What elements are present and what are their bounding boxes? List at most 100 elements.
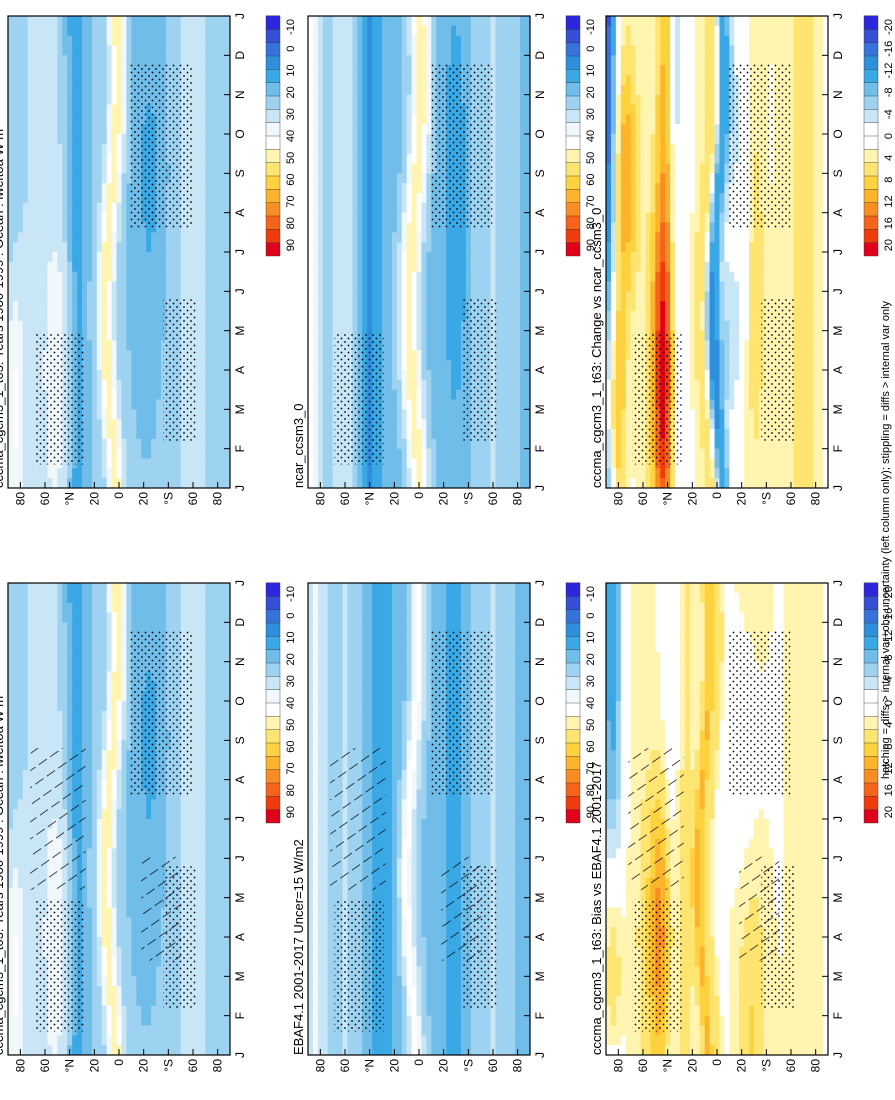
heat-cell xyxy=(431,887,437,898)
colorbar-swatch xyxy=(565,675,581,690)
heat-cell xyxy=(505,680,511,692)
stipple-region xyxy=(130,630,193,796)
heat-cell xyxy=(441,1005,447,1016)
heat-cell xyxy=(337,661,344,672)
heat-cell xyxy=(215,828,221,839)
heat-cell xyxy=(386,611,393,623)
heat-cell xyxy=(146,602,152,613)
heat-cell xyxy=(485,818,492,829)
heat-cell xyxy=(225,651,231,662)
heat-cell xyxy=(372,710,378,721)
heat-cell xyxy=(401,661,408,672)
heat-cell xyxy=(82,670,88,682)
heat-cell xyxy=(121,798,127,810)
heat-cell xyxy=(803,1044,809,1055)
heat-cell xyxy=(386,936,393,947)
heat-cell xyxy=(411,739,418,751)
heat-cell xyxy=(37,729,44,741)
x-tick-label: J xyxy=(533,855,547,861)
heat-cell xyxy=(515,1025,521,1036)
heat-cell xyxy=(456,985,462,996)
heat-cell xyxy=(225,631,231,642)
heat-cell xyxy=(27,602,34,613)
heat-cell xyxy=(754,1025,760,1036)
heat-cell xyxy=(406,631,413,642)
heat-cell xyxy=(475,828,482,839)
heat-cell xyxy=(495,995,501,1006)
heat-cell xyxy=(793,1044,799,1055)
heat-cell xyxy=(106,1005,113,1016)
heat-cell xyxy=(52,631,58,642)
heat-cell xyxy=(67,680,73,692)
heat-cell xyxy=(382,631,388,642)
heat-cell xyxy=(312,985,319,996)
heat-cell xyxy=(225,877,231,888)
heat-cell xyxy=(185,857,192,869)
heat-cell xyxy=(205,1025,211,1036)
heat-cell xyxy=(91,602,98,613)
heat-cell xyxy=(739,1005,745,1016)
heat-cell xyxy=(396,749,403,760)
heat-cell xyxy=(416,1034,422,1046)
heat-cell xyxy=(391,769,398,780)
heat-cell xyxy=(456,1044,462,1055)
x-tick-label: M xyxy=(533,893,547,903)
heat-cell xyxy=(808,966,814,977)
heat-cell xyxy=(362,680,368,692)
heat-cell xyxy=(106,867,113,878)
heat-cell xyxy=(131,857,137,869)
heat-cell xyxy=(520,779,526,790)
heat-cell xyxy=(391,602,398,613)
heat-cell xyxy=(121,592,127,603)
heat-cell xyxy=(332,720,339,731)
heat-cell xyxy=(465,838,472,849)
heat-cell xyxy=(151,1044,157,1055)
heat-cell xyxy=(200,985,206,996)
heat-cell xyxy=(322,788,329,800)
heat-cell xyxy=(515,936,521,947)
heat-cell xyxy=(37,887,44,898)
heat-cell xyxy=(91,808,98,819)
heat-cell xyxy=(200,828,206,839)
heat-cell xyxy=(131,798,137,810)
heat-cell xyxy=(126,592,132,603)
heat-cell xyxy=(460,848,467,859)
heat-cell xyxy=(91,818,98,829)
heat-cell xyxy=(215,582,221,593)
heat-cell xyxy=(12,680,19,692)
heat-cell xyxy=(382,680,388,692)
heat-cell xyxy=(620,966,627,977)
heat-cell xyxy=(101,798,108,810)
heat-cell xyxy=(106,739,113,751)
heat-cell xyxy=(406,867,413,878)
heat-cell xyxy=(225,641,231,652)
heat-cell xyxy=(754,1015,760,1026)
heat-cell xyxy=(12,641,19,652)
heat-cell xyxy=(327,641,334,652)
heat-cell xyxy=(396,611,403,623)
heat-cell xyxy=(421,798,427,810)
heat-cell xyxy=(699,946,706,957)
heat-cell xyxy=(709,1034,716,1046)
heat-cell xyxy=(386,848,393,859)
heat-cell xyxy=(136,621,142,633)
heat-cell xyxy=(200,611,206,623)
heat-cell xyxy=(510,749,516,760)
heat-cell xyxy=(451,966,457,977)
heat-cell xyxy=(156,985,162,996)
heat-cell xyxy=(52,729,58,741)
heat-cell xyxy=(210,1044,216,1055)
heat-cell xyxy=(446,985,452,996)
heat-cell xyxy=(744,995,750,1006)
heat-cell xyxy=(783,1034,790,1046)
heat-cell xyxy=(317,661,324,672)
heat-cell xyxy=(27,739,34,751)
heat-cell xyxy=(357,582,363,593)
heat-cell xyxy=(215,788,221,800)
heat-cell xyxy=(96,946,103,957)
heat-cell xyxy=(525,956,531,967)
heat-cell xyxy=(225,749,231,760)
heat-cell xyxy=(8,828,14,839)
heat-cell xyxy=(416,867,422,878)
heat-cell xyxy=(12,670,19,682)
